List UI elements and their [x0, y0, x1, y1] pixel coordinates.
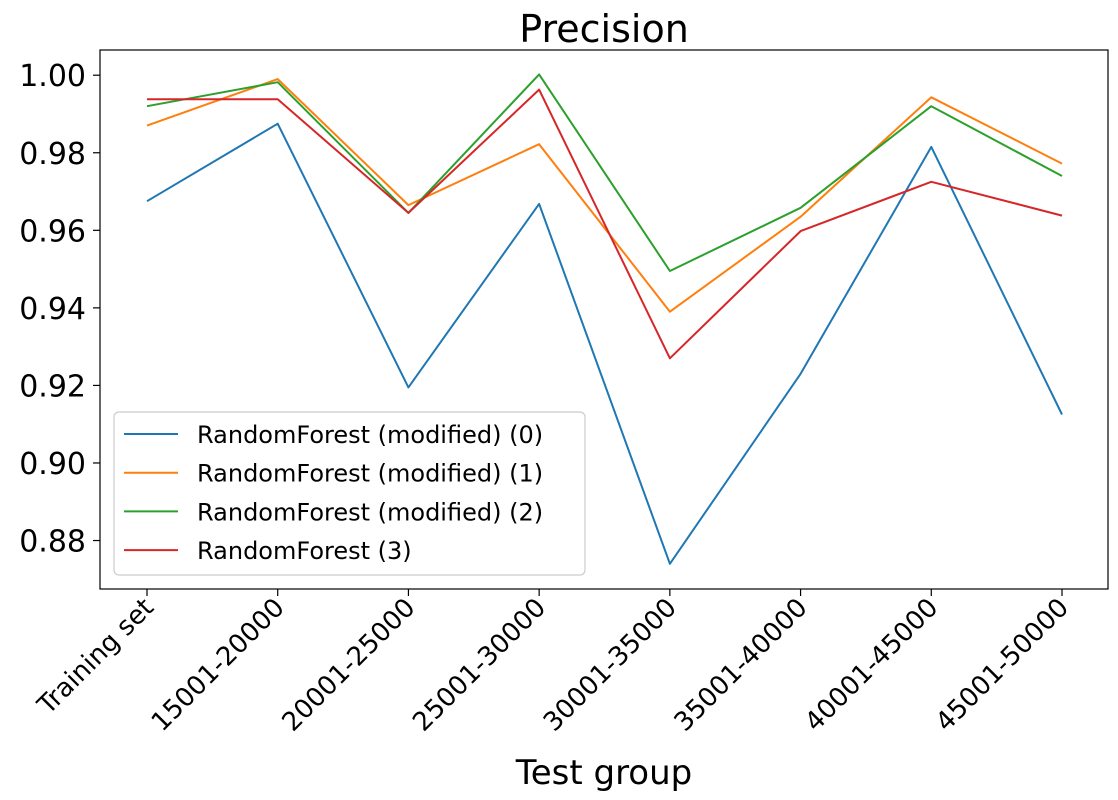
x-tick-label: 20001-25000	[277, 593, 422, 738]
y-tick-label: 0.92	[19, 369, 86, 404]
legend: RandomForest (modified) (0) RandomForest …	[113, 411, 586, 576]
plot-frame	[99, 49, 1109, 590]
x-tick-label: 45001-50000	[930, 593, 1075, 738]
legend-label-1: RandomForest (modified) (1)	[197, 460, 543, 488]
legend-label-2: RandomForest (modified) (2)	[197, 498, 543, 526]
y-tick-label: 0.94	[19, 292, 86, 327]
y-tick-label: 0.98	[19, 137, 86, 172]
x-tick-label: 15001-20000	[146, 593, 291, 738]
legend-label-3: RandomForest (3)	[197, 537, 412, 565]
plot-area	[146, 73, 1063, 565]
x-tick-label: Training set	[32, 593, 160, 721]
x-tick-label: 40001-45000	[799, 593, 944, 738]
y-tick-label: 0.88	[19, 525, 86, 560]
y-axis: 0.88 0.90 0.92 0.94 0.96 0.98 1.00	[19, 59, 100, 560]
x-axis: Training set15001-2000020001-2500025001-…	[32, 589, 1075, 738]
x-tick-label: 25001-30000	[407, 593, 552, 738]
legend-box	[113, 411, 586, 576]
y-tick-label: 1.00	[19, 59, 86, 94]
y-tick-label: 0.96	[19, 214, 86, 249]
series-line-1	[146, 78, 1063, 313]
series-line-0	[146, 122, 1063, 565]
x-tick-label: 35001-40000	[669, 593, 814, 738]
y-tick-label: 0.90	[19, 447, 86, 482]
series-line-3	[147, 88, 1063, 360]
x-axis-title: Test group	[515, 753, 693, 793]
x-tick-label: 30001-35000	[538, 593, 683, 738]
legend-label-0: RandomForest (modified) (0)	[197, 421, 543, 449]
chart-title: Precision	[519, 7, 689, 51]
series-line-2	[146, 73, 1063, 272]
